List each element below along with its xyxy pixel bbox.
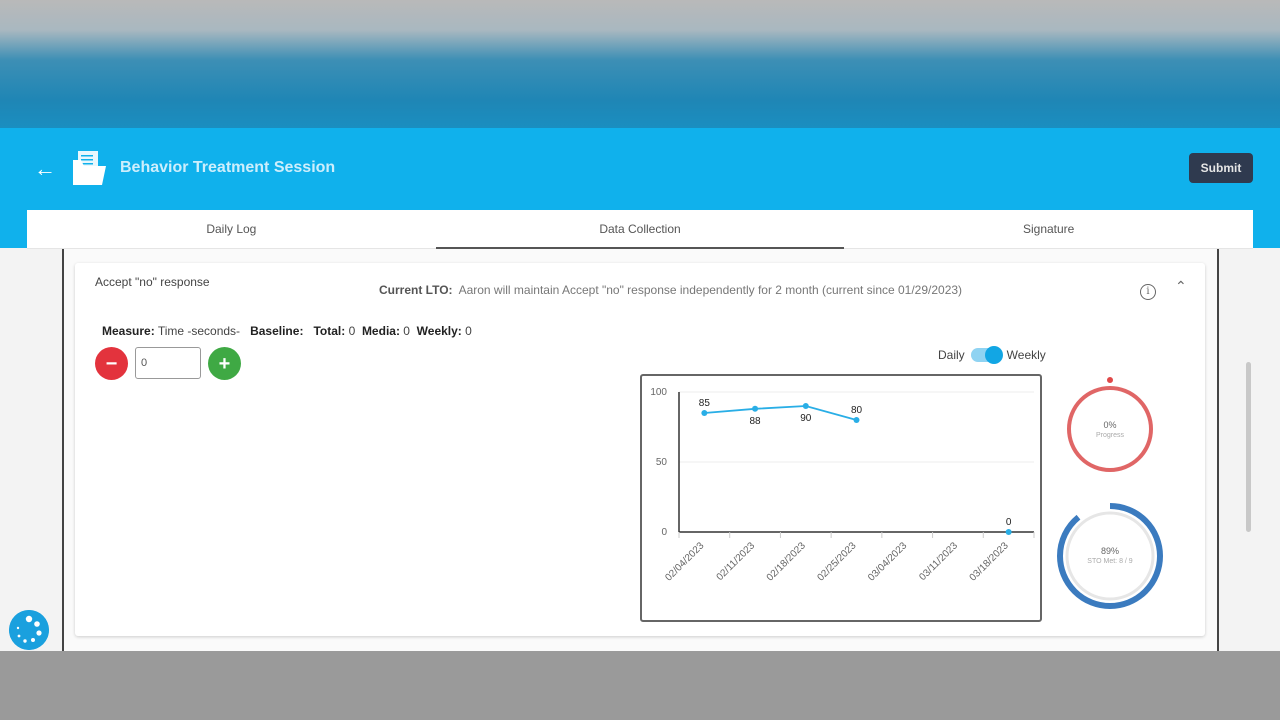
chevron-up-icon[interactable]: ⌃ bbox=[1175, 278, 1187, 294]
background-blur bbox=[0, 0, 1280, 128]
progress-label: Progress bbox=[1096, 432, 1125, 439]
lto-label: Current LTO: bbox=[379, 283, 453, 297]
x-tick-label: 02/04/2023 bbox=[663, 540, 706, 583]
counter-input[interactable] bbox=[135, 347, 201, 379]
x-tick-label: 03/11/2023 bbox=[917, 540, 960, 583]
lto-text: Aaron will maintain Accept "no" response… bbox=[458, 283, 963, 297]
data-point bbox=[701, 410, 708, 416]
tab-daily-log[interactable]: Daily Log bbox=[206, 222, 257, 236]
sto-value: 89% bbox=[1101, 546, 1119, 556]
total-value: 0 bbox=[348, 324, 356, 338]
data-label: 88 bbox=[750, 416, 762, 427]
behavior-name: Accept "no" response bbox=[95, 275, 210, 289]
data-point bbox=[1005, 529, 1012, 535]
scrollbar[interactable] bbox=[1246, 362, 1251, 532]
progress-marker bbox=[1107, 377, 1113, 383]
progress-value: 0% bbox=[1103, 420, 1116, 430]
y-tick-label: 0 bbox=[661, 527, 667, 538]
sto-label: STO Met: 8 / 9 bbox=[1087, 558, 1132, 565]
x-tick-label: 02/18/2023 bbox=[765, 540, 808, 583]
tab-signature[interactable]: Signature bbox=[1022, 222, 1075, 236]
chart-container: 0 50 100 02/04/2023 02/11/2023 02/18/2023 02/2… bbox=[640, 374, 1042, 622]
y-tick-label: 50 bbox=[656, 457, 668, 468]
folder-document-icon bbox=[73, 151, 106, 185]
decrement-button[interactable]: − bbox=[95, 347, 128, 380]
media-label: Media: bbox=[361, 324, 400, 338]
info-icon[interactable]: i bbox=[1140, 284, 1156, 300]
data-point bbox=[802, 403, 809, 409]
submit-button[interactable]: Submit bbox=[1189, 153, 1253, 183]
data-point bbox=[853, 417, 860, 423]
progress-rings: 0% Progress 89% STO Met: 8 / 9 bbox=[1057, 377, 1163, 609]
toggle-label-daily: Daily bbox=[938, 348, 965, 362]
toggle-label-weekly: Weekly bbox=[1006, 348, 1046, 362]
y-tick-label: 100 bbox=[650, 387, 667, 398]
data-label: 80 bbox=[851, 405, 863, 416]
baseline-label: Baseline: bbox=[250, 324, 304, 338]
increment-button[interactable]: + bbox=[208, 347, 241, 380]
data-label: 85 bbox=[699, 398, 711, 409]
data-label: 0 bbox=[1006, 517, 1012, 528]
line-chart: 0 50 100 02/04/2023 02/11/2023 02/18/2023 02/2… bbox=[650, 387, 1035, 584]
data-point bbox=[752, 405, 759, 412]
x-tick-label: 03/04/2023 bbox=[866, 540, 909, 583]
toggle-switch[interactable] bbox=[970, 346, 1003, 364]
sto-ring bbox=[1057, 503, 1163, 609]
total-label: Total: bbox=[313, 324, 346, 338]
progress-ring bbox=[1067, 386, 1153, 472]
media-value: 0 bbox=[403, 324, 410, 338]
weekly-label: Weekly: bbox=[416, 324, 462, 338]
tab-bar: Daily Log Data Collection Signature bbox=[27, 210, 1253, 249]
data-label: 90 bbox=[800, 413, 812, 424]
measure-label: Measure: bbox=[102, 324, 155, 338]
x-tick-label: 02/25/2023 bbox=[815, 540, 858, 583]
arrow-left-icon[interactable]: ← bbox=[34, 156, 56, 181]
weekly-value: 0 bbox=[465, 324, 472, 338]
measure-summary: Measure: Time -seconds- Baseline: Total:… bbox=[102, 324, 472, 338]
x-tick-label: 02/11/2023 bbox=[715, 540, 758, 583]
x-tick-label: 03/18/2023 bbox=[968, 540, 1011, 583]
series-line bbox=[704, 405, 857, 421]
sto-ring-track bbox=[1065, 511, 1155, 601]
current-lto: Current LTO: Aaron will maintain Accept … bbox=[379, 283, 962, 297]
bottom-overlay bbox=[0, 651, 1280, 720]
daily-weekly-toggle[interactable]: Daily Weekly bbox=[938, 346, 1046, 364]
loading-spinner-icon[interactable] bbox=[9, 610, 49, 650]
tab-data-collection[interactable]: Data Collection bbox=[435, 210, 845, 249]
page-title: Behavior Treatment Session bbox=[120, 159, 336, 176]
measure-value: Time -seconds- bbox=[157, 324, 241, 338]
